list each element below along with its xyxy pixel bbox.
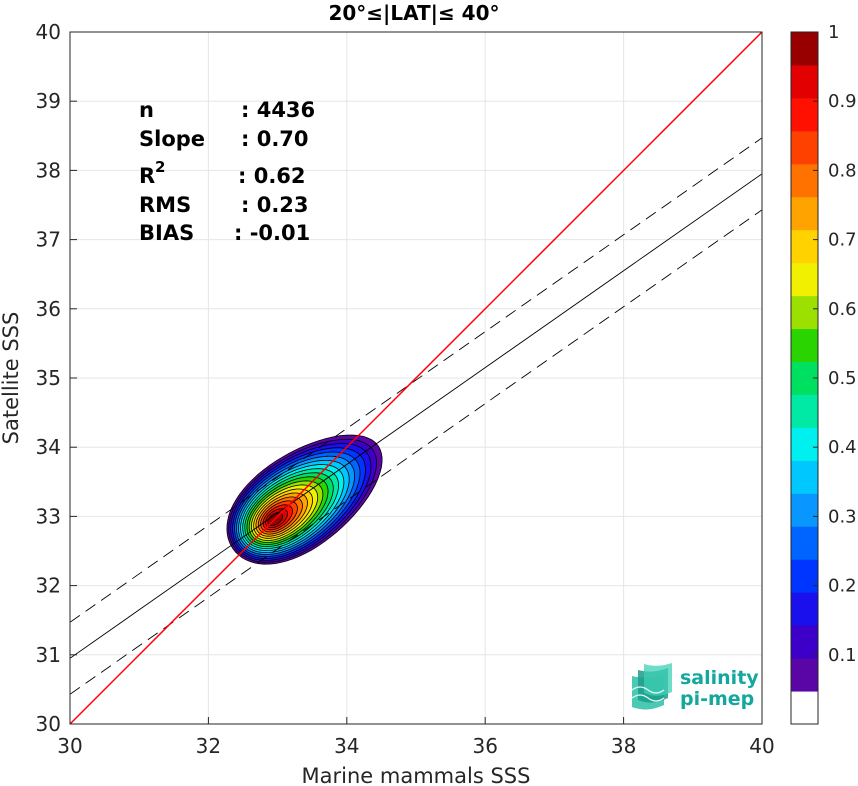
regression-lines bbox=[70, 32, 762, 724]
colorbar-segment bbox=[791, 97, 818, 132]
colorbar-tick-label: 0.1 bbox=[828, 645, 857, 666]
colorbar-segment bbox=[791, 295, 818, 330]
colorbar-tick-label: 0.7 bbox=[828, 230, 857, 251]
colorbar-segment bbox=[791, 427, 818, 461]
x-tick-label: 36 bbox=[472, 734, 497, 758]
y-tick-label: 35 bbox=[36, 366, 61, 390]
stat-value-bias: : -0.01 bbox=[234, 221, 310, 245]
stat-value-r2: : 0.62 bbox=[238, 164, 306, 188]
y-tick-label: 37 bbox=[36, 228, 61, 252]
stat-label-bias: BIAS bbox=[139, 221, 194, 245]
stat-value-rms: : 0.23 bbox=[241, 193, 309, 217]
colorbar-segment bbox=[791, 130, 818, 165]
stat-label-r2-sup: 2 bbox=[155, 158, 165, 176]
colorbar-segment bbox=[791, 625, 818, 659]
x-tick-label: 30 bbox=[57, 734, 82, 758]
y-tick-label: 34 bbox=[36, 435, 61, 459]
colorbar-ticks: 0.1 0.2 0.3 0.4 0.5 0.6 0.7 0.8 0.9 1 bbox=[813, 22, 857, 666]
colorbar-segment bbox=[791, 229, 818, 264]
regression-upper-dashed-line bbox=[70, 137, 762, 623]
y-tick-label: 31 bbox=[36, 643, 61, 667]
logo-text-salinity: salinity bbox=[680, 667, 759, 689]
y-axis-label: Satellite SSS bbox=[0, 312, 23, 445]
colorbar-tick-label: 0.4 bbox=[828, 437, 857, 458]
colorbar-segment bbox=[791, 493, 818, 527]
colorbar-tick-label: 0.6 bbox=[828, 299, 857, 320]
colorbar-tick-label: 1 bbox=[828, 22, 839, 43]
salinity-pi-mep-logo: salinity pi-mep bbox=[631, 663, 759, 710]
colorbar-segment bbox=[791, 32, 818, 66]
y-axis-ticks: 30 31 32 33 34 35 36 37 38 39 40 bbox=[36, 20, 77, 736]
chart-title: 20°≤|LAT|≤ 40° bbox=[328, 1, 499, 25]
x-axis-ticks: 30 32 34 36 38 40 bbox=[57, 717, 775, 758]
colorbar-tick-label: 0.9 bbox=[828, 91, 857, 112]
colorbar-segment bbox=[791, 460, 818, 494]
colorbar bbox=[790, 31, 819, 725]
logo-text-pi-mep: pi-mep bbox=[680, 688, 754, 710]
stat-label-slope: Slope bbox=[139, 127, 205, 151]
y-tick-label: 38 bbox=[36, 158, 61, 182]
stat-label-rms: RMS bbox=[139, 193, 191, 217]
stats-box: n : 4436 Slope : 0.70 R 2 : 0.62 RMS : 0… bbox=[139, 98, 315, 245]
colorbar-segment bbox=[791, 196, 818, 231]
colorbar-segment bbox=[791, 559, 818, 593]
stat-label-n: n bbox=[139, 98, 154, 122]
x-tick-label: 40 bbox=[749, 734, 774, 758]
colorbar-segment bbox=[791, 163, 818, 198]
colorbar-tick-label: 0.2 bbox=[828, 576, 857, 597]
colorbar-segment bbox=[791, 394, 818, 428]
y-tick-label: 32 bbox=[36, 574, 61, 598]
x-axis-label: Marine mammals SSS bbox=[302, 764, 531, 786]
stat-label-r2: R bbox=[139, 164, 155, 188]
colorbar-segment bbox=[791, 64, 818, 99]
colorbar-segment bbox=[791, 658, 818, 692]
stat-value-slope: : 0.70 bbox=[241, 127, 309, 151]
regression-line bbox=[70, 173, 762, 659]
y-tick-label: 33 bbox=[36, 504, 61, 528]
y-tick-label: 39 bbox=[36, 89, 61, 113]
x-tick-label: 32 bbox=[196, 734, 221, 758]
colorbar-tick-label: 0.8 bbox=[828, 160, 857, 181]
y-tick-label: 36 bbox=[36, 297, 61, 321]
colorbar-segment bbox=[791, 526, 818, 560]
colorbar-segment bbox=[791, 691, 818, 725]
colorbar-segment bbox=[791, 262, 818, 297]
logo-waves-icon bbox=[631, 663, 672, 710]
y-tick-label: 30 bbox=[36, 712, 61, 736]
y-tick-label: 40 bbox=[36, 20, 61, 44]
colorbar-tick-label: 0.5 bbox=[828, 368, 857, 389]
stat-value-n: : 4436 bbox=[241, 98, 315, 122]
x-tick-label: 34 bbox=[334, 734, 359, 758]
x-tick-label: 38 bbox=[611, 734, 636, 758]
colorbar-segment bbox=[791, 328, 818, 363]
colorbar-tick-label: 0.3 bbox=[828, 506, 857, 527]
colorbar-segment bbox=[791, 592, 818, 626]
grid bbox=[69, 31, 763, 725]
one-to-one-line bbox=[70, 32, 762, 724]
regression-lower-dashed-line bbox=[70, 209, 762, 695]
